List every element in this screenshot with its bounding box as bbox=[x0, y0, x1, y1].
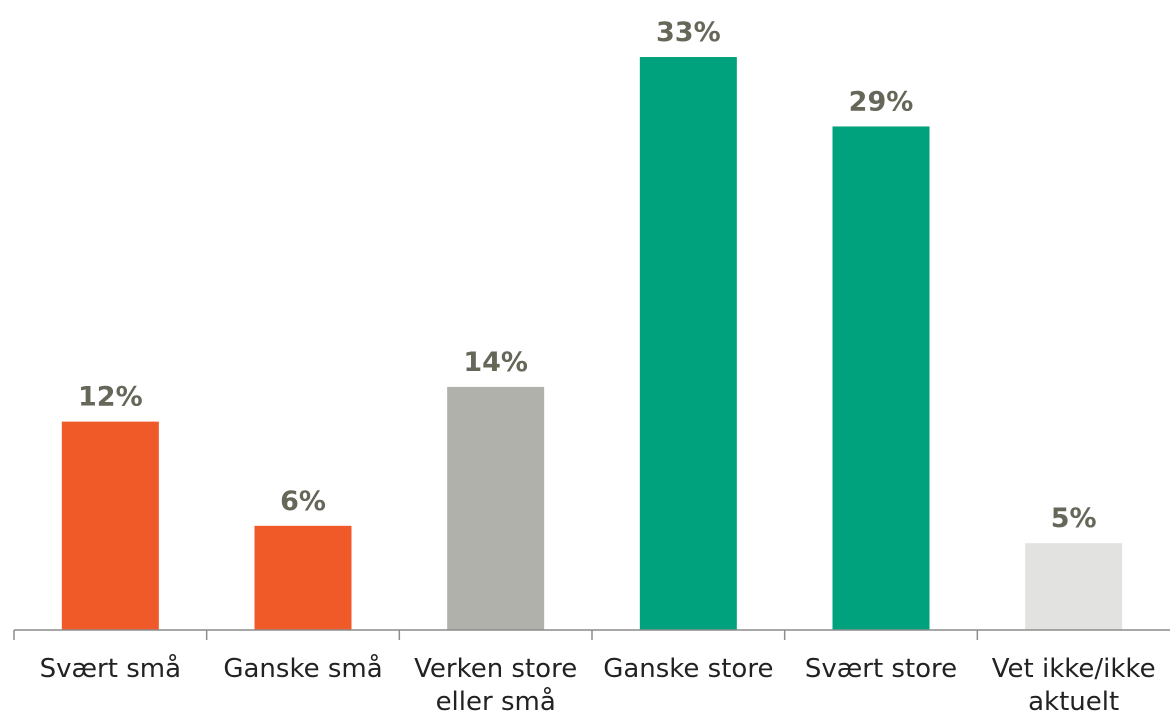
category-label-5: Vet ikke/ikke aktuelt bbox=[992, 654, 1156, 715]
value-label-2: 14% bbox=[463, 347, 528, 378]
value-label-4: 29% bbox=[849, 86, 914, 117]
category-label-1: Ganske små bbox=[223, 653, 382, 684]
value-label-0: 12% bbox=[78, 382, 143, 413]
category-label-5-line-0: Vet ikke/ikke bbox=[992, 654, 1156, 684]
category-label-4-line-0: Svært store bbox=[805, 654, 957, 684]
value-label-3: 33% bbox=[656, 17, 721, 48]
bar-3 bbox=[639, 57, 737, 630]
category-label-2-line-0: Verken store bbox=[414, 654, 577, 684]
value-label-1: 6% bbox=[280, 486, 326, 517]
category-label-1-line-0: Ganske små bbox=[223, 653, 382, 684]
bar-5 bbox=[1025, 543, 1123, 630]
x-axis bbox=[13, 629, 1170, 640]
category-label-4: Svært store bbox=[805, 654, 957, 684]
category-label-3: Ganske store bbox=[603, 654, 773, 684]
category-label-3-line-0: Ganske store bbox=[603, 654, 773, 684]
value-label-5: 5% bbox=[1051, 503, 1097, 534]
bars bbox=[61, 57, 1123, 631]
value-labels: 12% 6% 14% 33% 29% 5% bbox=[78, 17, 1097, 534]
bar-4 bbox=[832, 126, 930, 631]
bar-0 bbox=[61, 421, 159, 630]
category-label-2-line-1: eller små bbox=[436, 686, 556, 715]
category-label-5-line-1: aktuelt bbox=[1028, 687, 1119, 715]
category-label-0-line-0: Svært små bbox=[40, 653, 181, 684]
bar-1 bbox=[254, 525, 352, 630]
category-label-2: Verken store eller små bbox=[414, 654, 577, 715]
bar-2 bbox=[447, 386, 545, 630]
category-label-0: Svært små bbox=[40, 653, 181, 684]
category-labels: Svært små Ganske små Verken store eller små… bbox=[40, 653, 1156, 715]
